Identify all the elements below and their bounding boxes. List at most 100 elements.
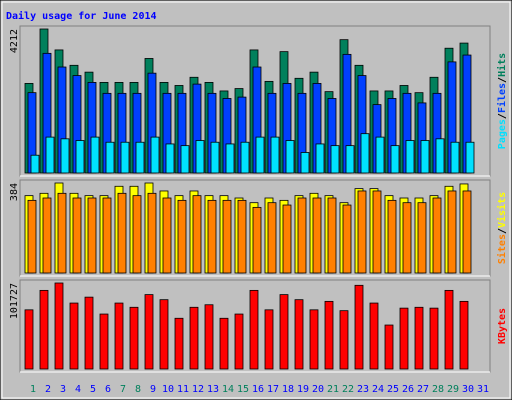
bar <box>324 300 334 370</box>
bar <box>417 202 427 274</box>
bar <box>234 313 244 370</box>
bar <box>27 199 37 274</box>
legend: KBytes <box>497 308 508 344</box>
x-tick-label: 26 <box>402 384 414 395</box>
bar <box>117 192 127 274</box>
bar <box>279 294 289 370</box>
bar <box>420 140 430 174</box>
bar <box>57 192 67 274</box>
bar <box>159 299 169 370</box>
x-tick-label: 21 <box>327 384 339 395</box>
bar <box>315 143 325 174</box>
bar <box>342 204 352 274</box>
bar <box>132 195 142 274</box>
bar <box>45 136 55 174</box>
bar <box>294 299 304 370</box>
bar <box>372 190 382 274</box>
bar <box>399 307 409 370</box>
legend-entry: Files <box>496 83 508 113</box>
bar <box>387 199 397 274</box>
bar <box>102 197 112 274</box>
legend-entry: Hits <box>496 53 508 77</box>
y-tick-label: 101727 <box>9 283 20 319</box>
bar <box>60 138 70 174</box>
x-tick-label: 28 <box>432 384 444 395</box>
bar <box>264 309 274 370</box>
bar <box>90 136 100 174</box>
bar <box>405 140 415 174</box>
bar <box>345 145 355 174</box>
x-tick-label: 23 <box>357 384 369 395</box>
y-tick-label: 384 <box>9 183 20 201</box>
bar <box>192 195 202 274</box>
x-tick-label: 20 <box>312 384 324 395</box>
x-tick-label: 25 <box>387 384 399 395</box>
bar <box>129 306 139 370</box>
x-tick-label: 5 <box>90 384 96 395</box>
bar <box>255 136 265 174</box>
bar <box>462 190 472 274</box>
bar <box>459 300 469 370</box>
bar <box>189 306 199 370</box>
bar <box>87 197 97 274</box>
bar <box>120 141 130 174</box>
x-tick-label: 9 <box>150 384 156 395</box>
legend-entry: KBytes <box>497 308 508 344</box>
bar <box>450 141 460 174</box>
bar <box>162 197 172 274</box>
x-tick-label: 14 <box>222 384 234 395</box>
bar <box>309 309 319 370</box>
bar <box>390 145 400 174</box>
bar <box>282 204 292 274</box>
bar <box>84 296 94 370</box>
bar <box>174 317 184 370</box>
bar <box>240 141 250 174</box>
bar <box>414 306 424 370</box>
bar <box>72 197 82 274</box>
bar <box>330 145 340 174</box>
bar <box>429 307 439 370</box>
bar <box>465 141 475 174</box>
x-tick-label: 8 <box>135 384 141 395</box>
bar <box>237 199 247 274</box>
legend: Sites/Visits <box>496 192 508 264</box>
bar <box>54 282 64 370</box>
legend-entry: Sites <box>496 234 508 264</box>
x-tick-label: 4 <box>75 384 81 395</box>
bar <box>225 143 235 174</box>
bar <box>327 197 337 274</box>
bar <box>447 190 457 274</box>
bar <box>210 141 220 174</box>
legend: Pages/Files/Hits <box>496 53 508 149</box>
bar <box>135 141 145 174</box>
bar <box>270 136 280 174</box>
bar <box>144 294 154 370</box>
bar <box>222 199 232 274</box>
x-tick-label: 15 <box>237 384 249 395</box>
y-tick-label: 4212 <box>9 29 20 53</box>
x-tick-label: 19 <box>297 384 309 395</box>
x-tick-label: 11 <box>177 384 189 395</box>
bar <box>252 206 262 274</box>
bar <box>219 317 229 370</box>
x-tick-label: 24 <box>372 384 384 395</box>
bar <box>99 313 109 370</box>
bar <box>204 304 214 370</box>
bar <box>177 199 187 274</box>
x-tick-label: 31 <box>477 384 489 395</box>
x-tick-label: 6 <box>105 384 111 395</box>
bar <box>39 289 49 370</box>
bar <box>444 289 454 370</box>
bar <box>285 140 295 174</box>
bar <box>369 302 379 370</box>
bar <box>24 309 34 370</box>
bar <box>402 202 412 274</box>
bar <box>207 199 217 274</box>
bar <box>267 202 277 274</box>
x-tick-label: 7 <box>120 384 126 395</box>
bar <box>69 302 79 370</box>
bar <box>354 284 364 370</box>
legend-separator: / <box>497 113 508 119</box>
